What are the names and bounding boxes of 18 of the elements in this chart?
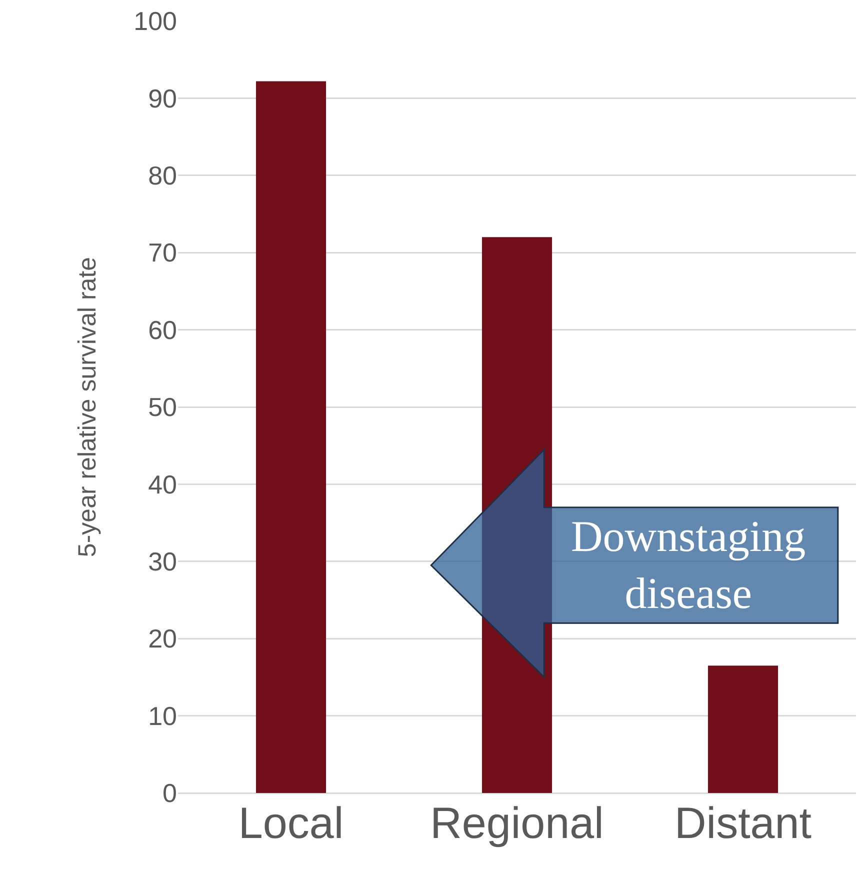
bar <box>708 666 778 793</box>
y-tick-label: 0 <box>162 778 177 808</box>
y-tick-label: 30 <box>148 546 177 576</box>
y-tick-label: 60 <box>148 314 177 345</box>
y-tick-label: 50 <box>148 392 177 422</box>
x-tick-label: Distant <box>674 799 812 848</box>
annotation: Downstaging disease <box>571 512 806 618</box>
y-axis-title: 5-year relative survival rate <box>73 256 102 558</box>
y-tick-label: 70 <box>148 238 177 268</box>
y-tick-label: 20 <box>148 624 177 654</box>
y-tick-label: 10 <box>148 700 177 731</box>
x-tick-label: Local <box>238 799 344 848</box>
y-tick-label: 90 <box>148 83 177 114</box>
x-tick-label: Regional <box>430 799 604 848</box>
y-tick-label: 100 <box>134 6 177 36</box>
y-tick-label: 40 <box>148 469 177 500</box>
bar <box>256 81 326 793</box>
y-tick-label: 80 <box>148 160 177 190</box>
